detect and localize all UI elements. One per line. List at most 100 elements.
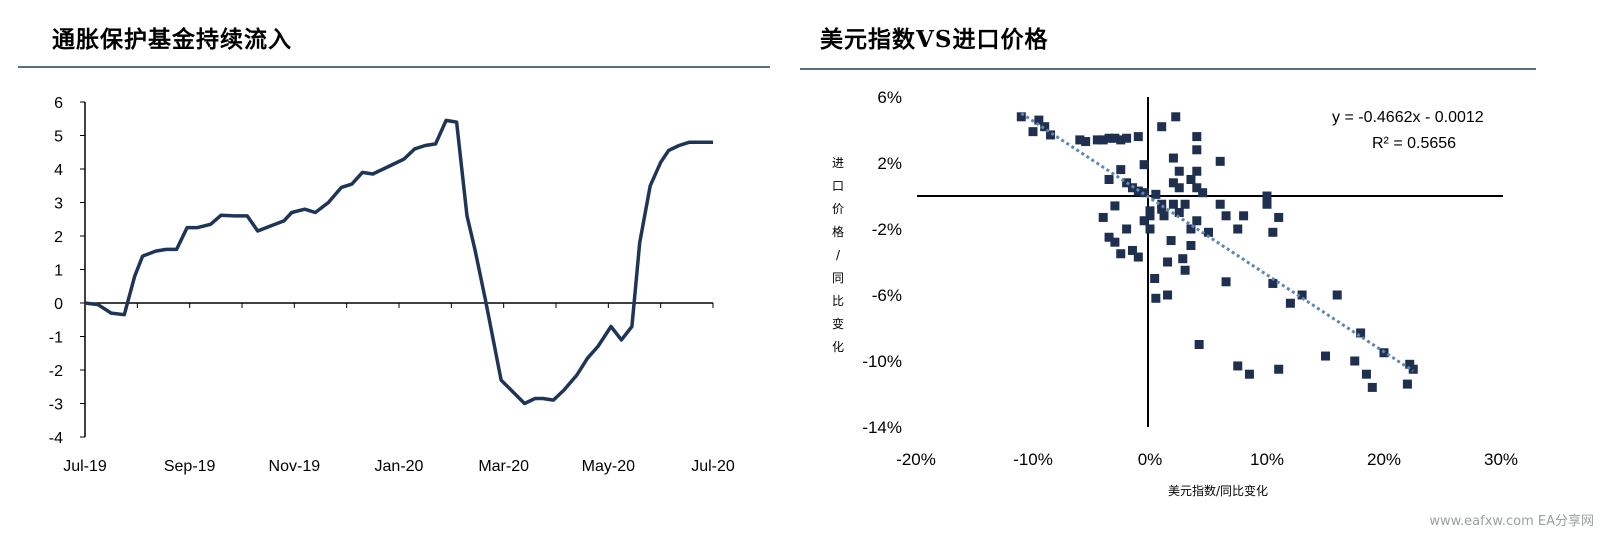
scatter-point <box>1408 364 1418 374</box>
y-tick-label: -4 <box>49 430 63 447</box>
scatter-point <box>1168 153 1178 163</box>
scatter-point <box>1116 135 1126 145</box>
scatter-point <box>1239 211 1249 221</box>
scatter-point <box>1244 369 1254 379</box>
scatter-point <box>1194 340 1204 349</box>
y-tick-label: -2% <box>872 220 902 239</box>
y-tick-label: 6 <box>54 95 63 112</box>
y-axis-title-char: 格 <box>832 224 844 239</box>
trendline <box>1020 112 1415 373</box>
x-tick-label: 30% <box>1484 450 1518 469</box>
scatter-point <box>1233 361 1243 371</box>
scatter-point <box>1122 133 1132 143</box>
y-axis-title-char: 比 <box>832 294 844 308</box>
x-tick-label: Mar-20 <box>478 458 529 475</box>
y-tick-label: 2 <box>54 229 63 246</box>
scatter-point <box>1104 175 1114 184</box>
y-tick-label: -14% <box>862 418 902 437</box>
scatter-point <box>1192 145 1202 155</box>
x-tick-label: Sep-19 <box>164 458 216 475</box>
x-tick-label: -20% <box>896 450 936 469</box>
y-tick-label: -10% <box>862 352 902 371</box>
x-axis-title: 美元指数/同比变化 <box>1168 483 1268 498</box>
watermark-text: www.eafxw.com EA分享网 <box>1429 514 1594 529</box>
y-axis-title-char: 变 <box>832 316 844 331</box>
scatter-point <box>1192 166 1202 176</box>
y-axis-title-char: 进 <box>832 156 844 170</box>
scatter-point <box>1350 356 1360 366</box>
scatter-point <box>1116 165 1126 175</box>
series-line <box>84 118 713 406</box>
scatter-point <box>1285 298 1295 308</box>
right-chart-title: 美元指数VS进口价格 <box>820 26 1049 53</box>
scatter-point <box>1367 382 1377 392</box>
y-tick-label: -1 <box>49 330 63 347</box>
scatter-point <box>1166 236 1176 246</box>
scatter-point <box>1268 227 1278 237</box>
scatter-point <box>1040 122 1050 132</box>
scatter-point <box>1159 211 1169 221</box>
y-tick-label: 6% <box>877 88 902 107</box>
scatter-point <box>1297 290 1307 300</box>
y-tick-label: -6% <box>872 286 902 305</box>
scatter-point <box>1116 249 1126 259</box>
scatter-point <box>1157 199 1167 209</box>
x-tick-label: Jul-19 <box>63 458 107 475</box>
left-title-rule <box>18 66 770 68</box>
scatter-point <box>1186 175 1196 184</box>
scatter-point <box>1361 369 1371 379</box>
scatter-point <box>1405 359 1415 369</box>
scatter-point <box>1163 290 1173 300</box>
y-tick-label: 3 <box>54 196 63 213</box>
scatter-point <box>1075 135 1085 145</box>
scatter-point <box>1168 178 1178 188</box>
x-tick-label: 10% <box>1250 450 1284 469</box>
scatter-point <box>1046 130 1056 140</box>
x-tick-label: 20% <box>1367 450 1401 469</box>
scatter-point <box>1221 211 1231 221</box>
y-tick-label: -2 <box>49 363 63 380</box>
scatter-point <box>1192 216 1202 226</box>
scatter-point <box>1204 227 1213 237</box>
scatter-point <box>1104 133 1114 143</box>
scatter-point <box>1262 191 1272 201</box>
scatter-point <box>1215 156 1225 166</box>
scatter-point <box>1332 290 1342 300</box>
scatter-point <box>1145 224 1155 234</box>
y-tick-label: -3 <box>49 397 63 414</box>
scatter-point <box>1104 232 1114 242</box>
scatter-point <box>1233 224 1243 234</box>
scatter-point <box>1174 183 1184 193</box>
scatter-point <box>1186 224 1196 234</box>
scatter-point <box>1215 199 1225 209</box>
scatter-point <box>1402 379 1412 389</box>
scatter-point <box>1186 241 1196 250</box>
scatter-point <box>1133 132 1143 142</box>
scatter-point <box>1157 204 1167 214</box>
x-tick-label: Nov-19 <box>269 458 321 475</box>
y-axis-title-char: 同 <box>832 271 844 285</box>
scatter-point <box>1178 254 1188 264</box>
scatter-point <box>1081 137 1091 147</box>
x-tick-label: 0% <box>1138 450 1163 469</box>
scatter-point <box>1174 208 1184 217</box>
scatter-point <box>1110 133 1120 143</box>
scatter-point <box>1145 206 1155 216</box>
scatter-point <box>1034 115 1044 125</box>
right-title-rule <box>800 68 1536 70</box>
x-tick-label: Jul-20 <box>691 458 735 475</box>
scatter-point <box>1151 293 1161 303</box>
scatter-point <box>1028 127 1038 137</box>
y-tick-label: 5 <box>54 129 63 146</box>
y-axis-title-char: 口 <box>832 179 844 193</box>
y-axis-title-char: / <box>836 248 841 262</box>
y-tick-label: 2% <box>877 154 902 173</box>
x-tick-label: May-20 <box>582 458 635 475</box>
scatter-point <box>1098 212 1108 222</box>
scatter-point <box>1098 135 1108 145</box>
scatter-point <box>1221 277 1231 287</box>
scatter-point <box>1139 160 1149 170</box>
scatter-point <box>1192 183 1202 193</box>
